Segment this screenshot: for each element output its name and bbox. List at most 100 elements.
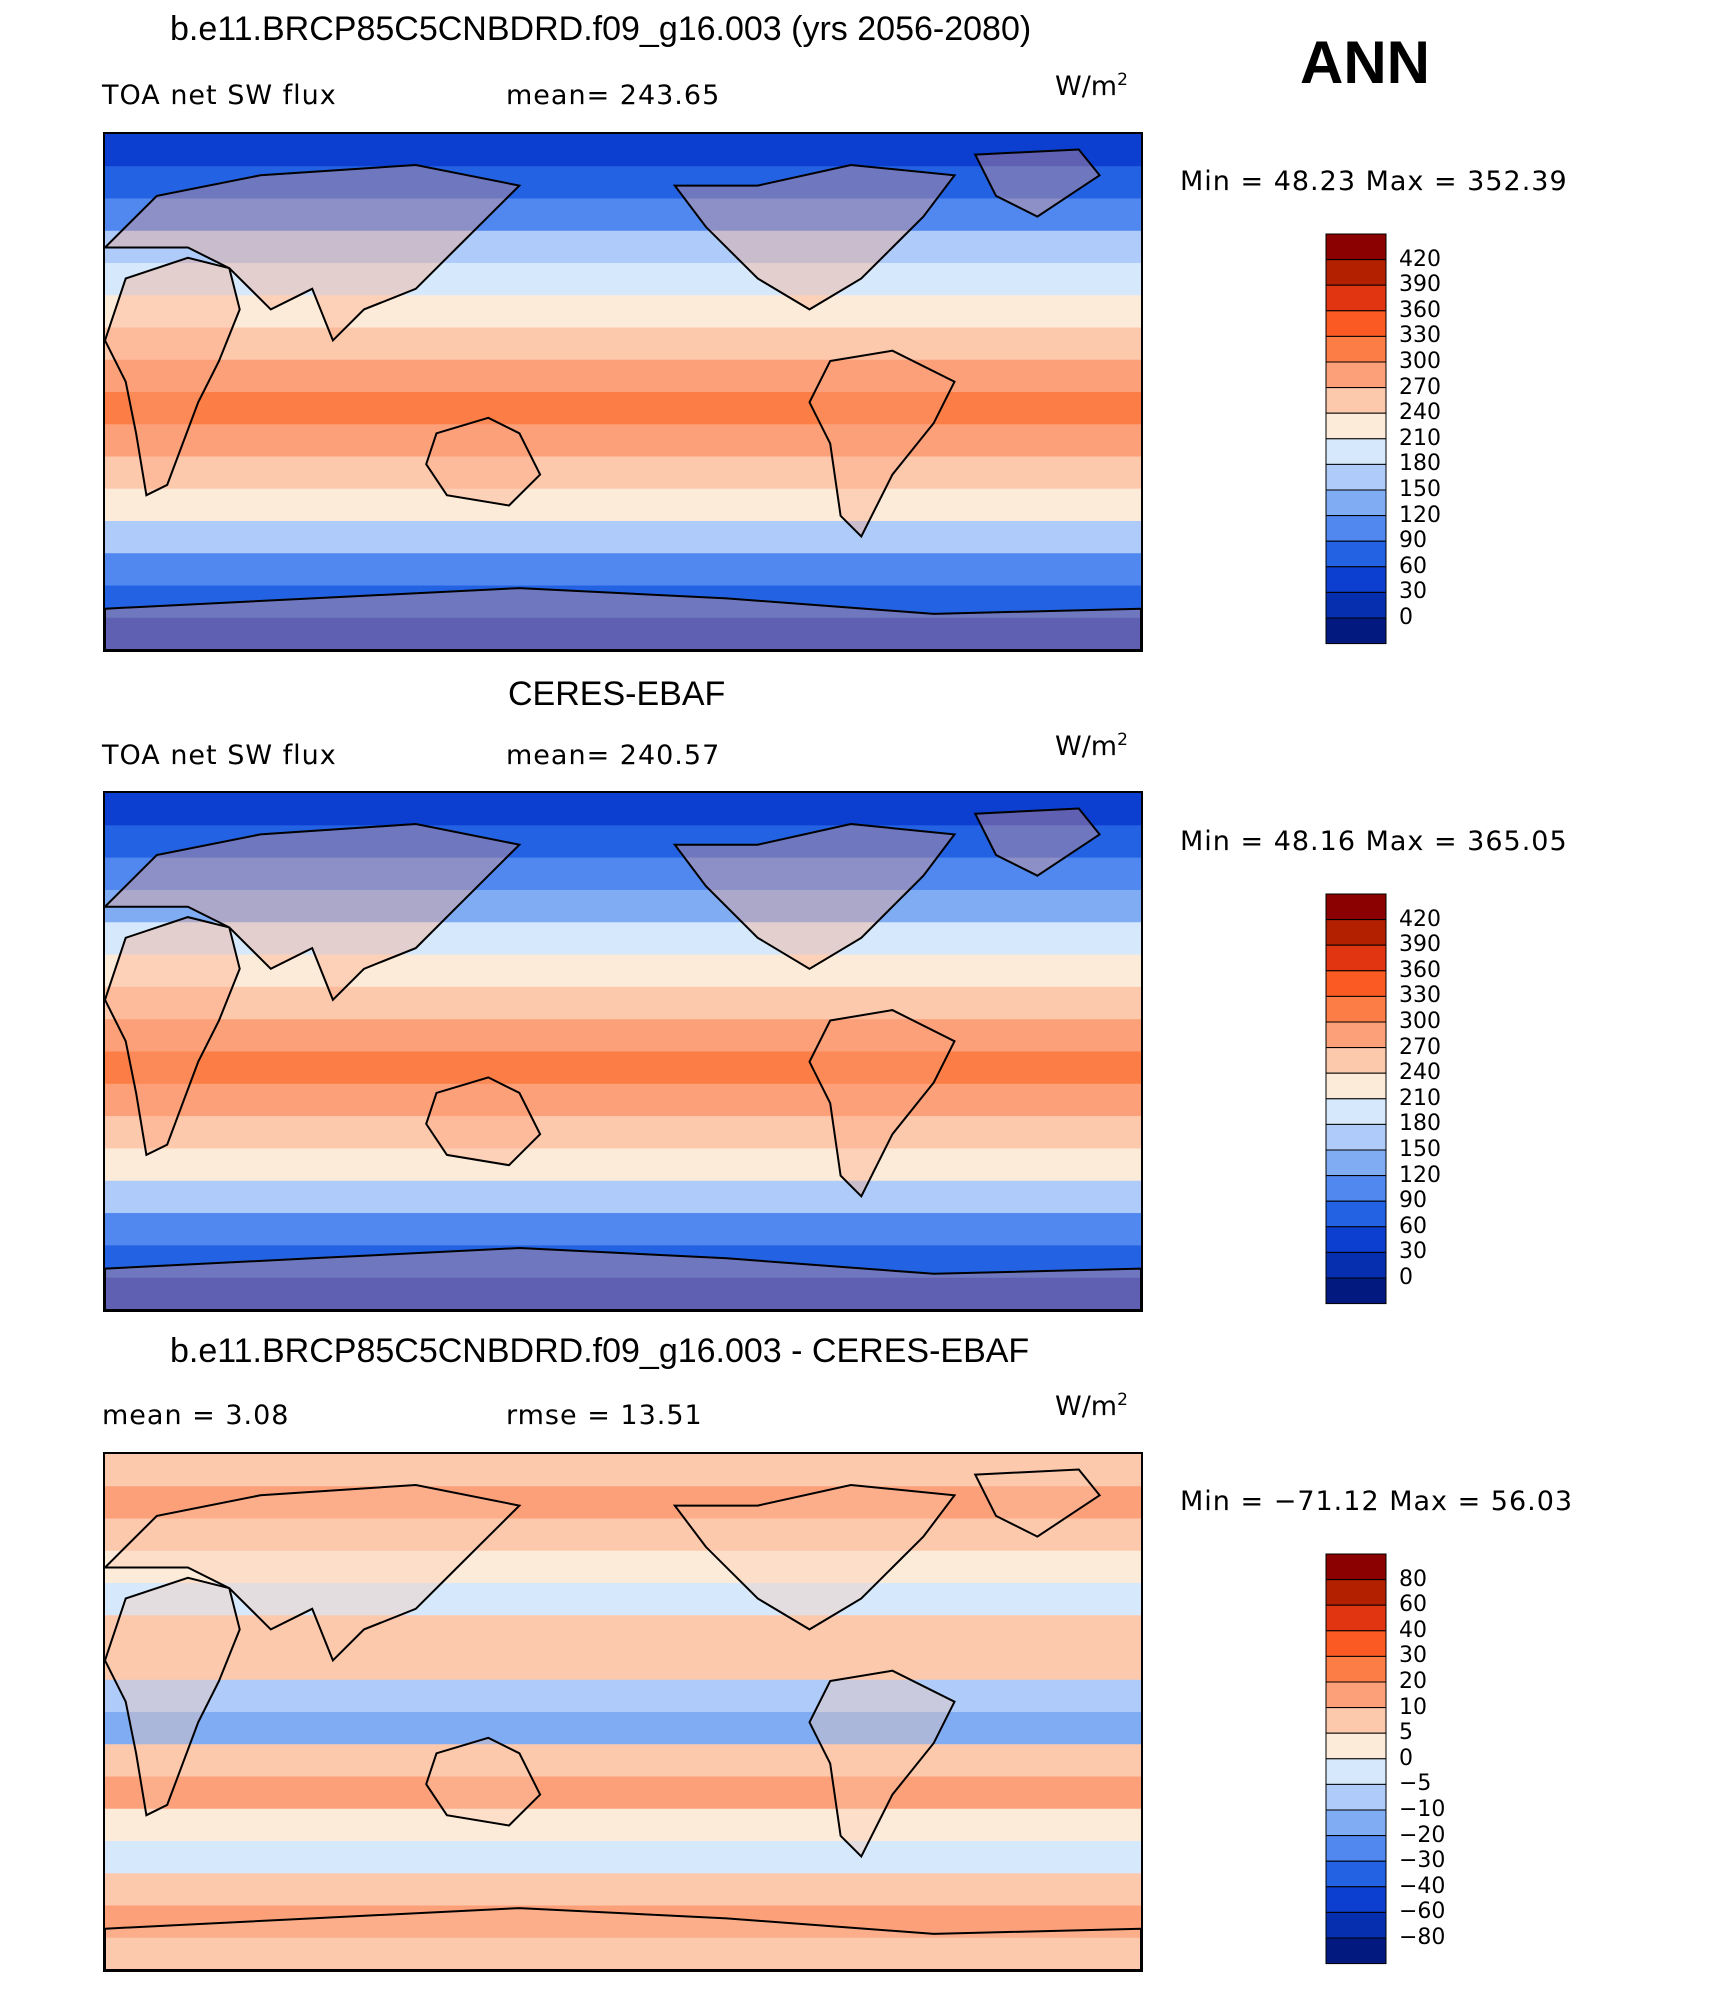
colorbar-tick-label: 60 <box>1399 1213 1427 1239</box>
zonal-band <box>105 793 1141 827</box>
colorbar-swatch <box>1325 919 1387 946</box>
colorbar-swatch <box>1325 1553 1387 1581</box>
colorbar-tick-label: −30 <box>1399 1848 1446 1874</box>
colorbar-tick-label: 300 <box>1399 1009 1441 1034</box>
continent-outline <box>105 822 522 1002</box>
units-label: W/m2 <box>1055 730 1128 762</box>
colorbar-swatch <box>1325 540 1387 568</box>
zonal-band <box>105 1550 1141 1584</box>
colorbar-tick-label: 390 <box>1399 932 1441 958</box>
zonal-band <box>105 1518 1141 1552</box>
colorbar-swatch <box>1325 1021 1387 1049</box>
panel-mean-label: mean= 240.57 <box>506 740 721 771</box>
colorbar-swatch <box>1325 1630 1387 1657</box>
continent-outline <box>105 1576 241 1817</box>
colorbar-swatch <box>1325 1835 1387 1862</box>
colorbar-tick-label: 90 <box>1399 528 1427 554</box>
minmax-label: Min = 48.16 Max = 365.05 <box>1180 826 1568 857</box>
zonal-band <box>105 986 1141 1021</box>
colorbar-tick-label: 20 <box>1399 1669 1427 1694</box>
colorbar-swatch <box>1325 1783 1387 1811</box>
colorbar-tick-label: 150 <box>1399 477 1441 502</box>
zonal-band <box>105 521 1141 555</box>
continent-outline <box>973 148 1102 218</box>
colorbar-tick-label: 30 <box>1399 1239 1427 1265</box>
colorbar-tick-label: 0 <box>1399 605 1413 630</box>
zonal-band <box>105 1841 1141 1875</box>
colorbar-swatch <box>1325 1200 1387 1228</box>
colorbar-tick-label: 240 <box>1399 400 1441 426</box>
colorbar-swatch <box>1325 1579 1387 1606</box>
colorbar-swatch <box>1325 1758 1387 1785</box>
zonal-band <box>105 263 1141 297</box>
continent-outline <box>808 349 956 539</box>
colorbar-swatch <box>1325 1681 1387 1709</box>
colorbar-swatch <box>1325 1707 1387 1734</box>
colorbar-tick-label: 30 <box>1399 1643 1427 1669</box>
colorbar-swatch <box>1325 1047 1387 1074</box>
zonal-band <box>105 825 1141 859</box>
colorbar-tick-label: 270 <box>1399 1034 1441 1060</box>
colorbar-tick-label: 300 <box>1399 349 1441 374</box>
colorbar-swatch <box>1325 944 1387 972</box>
colorbar-tick-label: 210 <box>1399 425 1441 451</box>
colorbar-tick-label: 270 <box>1399 374 1441 400</box>
zonal-band <box>105 1873 1141 1907</box>
zonal-band <box>105 1808 1141 1842</box>
zonal-band <box>105 392 1141 426</box>
colorbar-swatch <box>1325 1809 1387 1837</box>
colorbar-swatch <box>1325 1911 1387 1939</box>
colorbar-swatch <box>1325 995 1387 1023</box>
minmax-label: Min = 48.23 Max = 352.39 <box>1180 166 1568 197</box>
zonal-band <box>105 1712 1141 1746</box>
continent-outline <box>425 416 542 507</box>
colorbar-swatch <box>1325 233 1387 261</box>
zonal-band <box>105 166 1141 200</box>
colorbar-tick-label: 5 <box>1399 1720 1413 1746</box>
colorbar-tick-label: 60 <box>1399 553 1427 579</box>
colorbar-tick-label: 390 <box>1399 272 1441 298</box>
zonal-band <box>105 857 1141 891</box>
units-label: W/m2 <box>1055 1390 1128 1422</box>
colorbar-swatch <box>1325 438 1387 465</box>
panel-variable-label: TOA net SW flux <box>102 740 337 771</box>
colorbar-swatch <box>1325 1175 1387 1202</box>
colorbar-swatch <box>1325 1937 1387 1965</box>
colorbar-swatch <box>1325 1732 1387 1760</box>
continent-outline <box>808 1009 956 1198</box>
colorbar-tick-label: 120 <box>1399 1162 1441 1188</box>
map-model <box>103 132 1143 652</box>
colorbar-swatch <box>1325 515 1387 542</box>
colorbar-swatch <box>1325 489 1387 517</box>
colorbar-swatch <box>1325 335 1387 363</box>
colorbar-swatch <box>1325 1149 1387 1177</box>
continent-outline <box>105 1246 1141 1310</box>
continent-outline <box>105 256 241 497</box>
colorbar-swatch <box>1325 361 1387 389</box>
panel-mean-label: mean = 3.08 <box>102 1400 290 1431</box>
zonal-band <box>105 922 1141 956</box>
colorbar-swatch <box>1325 1604 1387 1632</box>
colorbar-swatch <box>1325 893 1387 921</box>
colorbar-tick-label: 10 <box>1399 1694 1427 1720</box>
zonal-band <box>105 553 1141 587</box>
panel-title-diff: b.e11.BRCP85C5CNBDRD.f09_g16.003 - CERES… <box>170 1332 1030 1370</box>
zonal-band <box>105 198 1141 232</box>
colorbar-tick-label: 240 <box>1399 1060 1441 1086</box>
colorbar-swatch <box>1325 1655 1387 1683</box>
colorbar-tick-label: 330 <box>1399 323 1441 349</box>
zonal-band <box>105 1937 1141 1970</box>
zonal-band <box>105 1615 1141 1649</box>
map-obs <box>103 791 1143 1312</box>
zonal-band <box>105 1148 1141 1182</box>
zonal-band <box>105 889 1141 924</box>
colorbar-tick-label: −20 <box>1399 1822 1446 1848</box>
colorbar-swatch <box>1325 1860 1387 1888</box>
continent-outline <box>973 807 1102 877</box>
colorbar-swatch <box>1325 617 1387 645</box>
zonal-band <box>105 617 1141 650</box>
zonal-band <box>105 1776 1141 1810</box>
continent-outline <box>105 587 1141 650</box>
colorbar-swatch <box>1325 259 1387 286</box>
colorbar-tick-label: 0 <box>1399 1265 1413 1290</box>
